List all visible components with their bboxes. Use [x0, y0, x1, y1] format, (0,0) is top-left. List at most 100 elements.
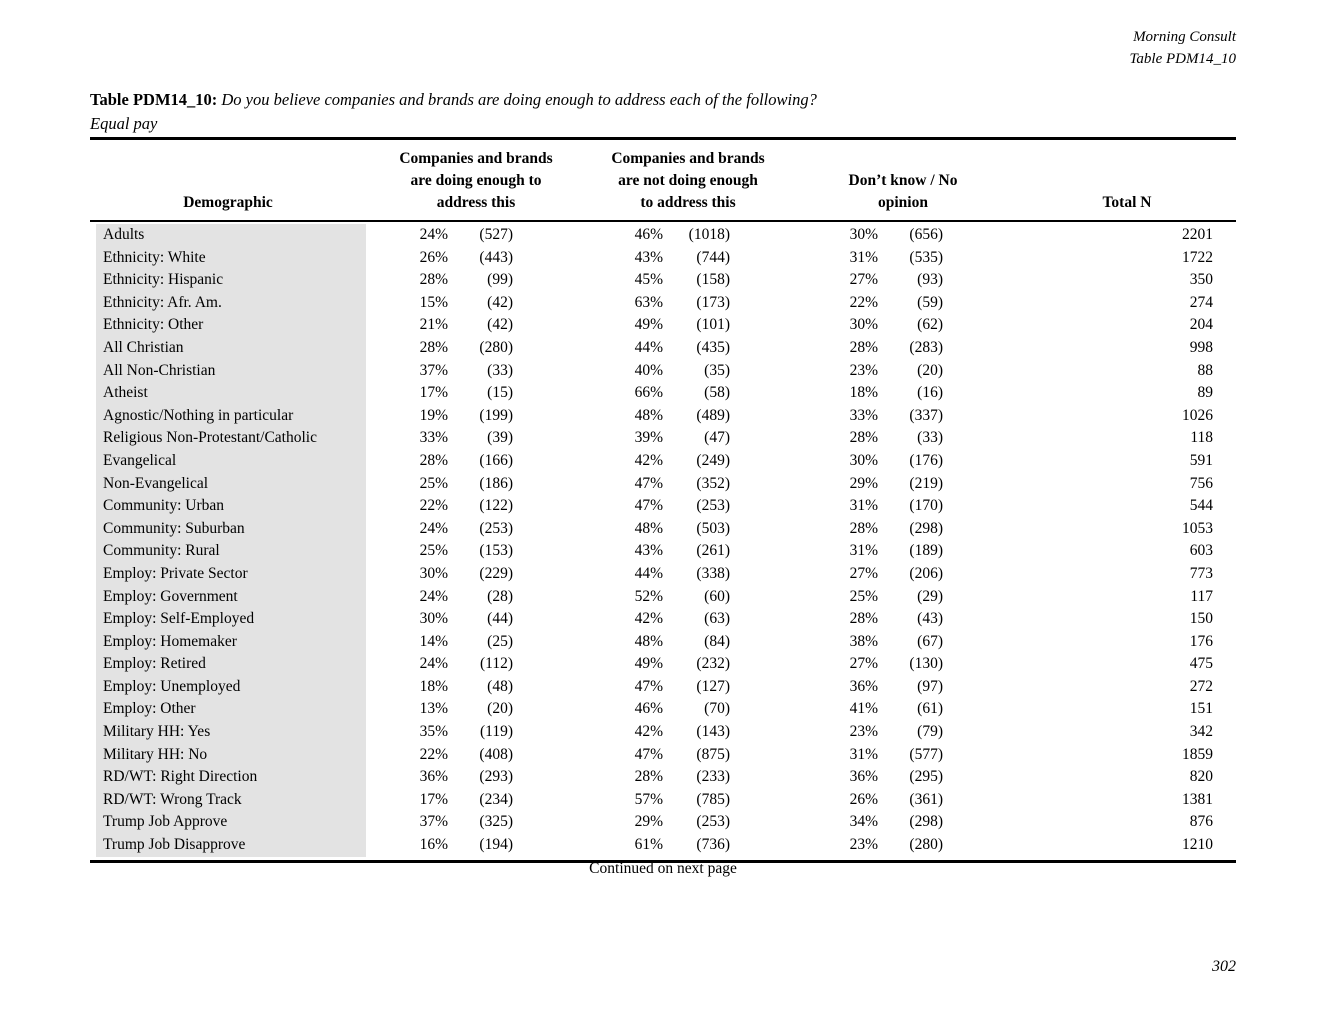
cell-not-doing-enough-n: (127)	[696, 677, 730, 695]
cell-not-doing-enough-n: (875)	[696, 745, 730, 763]
cell-dont-know-pct: 41%	[849, 700, 878, 718]
cell-total-n: 773	[1189, 564, 1213, 582]
brand-name: Morning Consult	[1133, 29, 1236, 45]
cell-total-n: 89	[1197, 384, 1214, 402]
cell-demographic: Adults	[96, 224, 366, 247]
cell-doing-enough-pct: 25%	[419, 542, 448, 560]
cell-doing-enough-pct: 33%	[419, 429, 448, 447]
cell-total-n: 475	[1189, 655, 1213, 673]
cell-dont-know-pct: 31%	[849, 745, 878, 763]
cell-total-n: 998	[1189, 338, 1213, 356]
cell-demographic: Atheist	[96, 382, 366, 405]
cell-not-doing-enough-n: (249)	[696, 451, 730, 469]
cell-dont-know-pct: 18%	[849, 384, 878, 402]
cell-not-doing-enough-pct: 42%	[634, 723, 663, 741]
cell-doing-enough-pct: 30%	[419, 610, 448, 628]
cell-total-n: 820	[1189, 768, 1213, 786]
cell-doing-enough-pct: 17%	[419, 384, 448, 402]
cell-doing-enough-n: (20)	[487, 700, 513, 718]
table-row: Atheist 17% (15) 66% (58) 18% (16) 89	[90, 382, 1236, 405]
cell-doing-enough-n: (153)	[479, 542, 513, 560]
table-row: All Non-Christian 37% (33) 40% (35) 23% …	[90, 359, 1236, 383]
cell-demographic: Ethnicity: Afr. Am.	[96, 291, 366, 315]
table-row: Ethnicity: Other 21% (42) 49% (101) 30% …	[90, 314, 1236, 337]
cell-not-doing-enough-pct: 44%	[634, 338, 663, 356]
page-number: 302	[1212, 958, 1236, 975]
cell-not-doing-enough-n: (47)	[704, 429, 730, 447]
cell-total-n: 1381	[1182, 790, 1213, 808]
cell-dont-know-n: (656)	[909, 226, 943, 243]
cell-dont-know-n: (280)	[909, 836, 943, 854]
cell-dont-know-n: (20)	[917, 361, 943, 379]
cell-demographic: Evangelical	[96, 449, 366, 473]
cell-not-doing-enough-n: (253)	[696, 497, 730, 515]
cell-demographic: Employ: Homemaker	[96, 630, 366, 654]
cell-dont-know-pct: 30%	[849, 226, 878, 243]
cell-dont-know-pct: 38%	[849, 632, 878, 650]
cell-dont-know-n: (577)	[909, 745, 943, 763]
cell-demographic: Ethnicity: Other	[96, 314, 366, 337]
cell-not-doing-enough-n: (84)	[704, 632, 730, 650]
cell-doing-enough-n: (280)	[479, 338, 513, 356]
table-row: Ethnicity: White 26% (443) 43% (744) 31%…	[90, 246, 1236, 270]
cell-not-doing-enough-n: (1018)	[688, 226, 730, 243]
table-row: Trump Job Disapprove 16% (194) 61% (736)…	[90, 834, 1236, 857]
cell-not-doing-enough-pct: 47%	[634, 474, 663, 492]
cell-demographic: Community: Urban	[96, 495, 366, 518]
cell-doing-enough-pct: 37%	[419, 813, 448, 831]
cell-total-n: 544	[1189, 497, 1213, 515]
cell-demographic: Community: Rural	[96, 540, 366, 563]
cell-dont-know-n: (170)	[909, 497, 943, 515]
cell-not-doing-enough-n: (261)	[696, 542, 730, 560]
survey-table: Demographic Companies and brands are doi…	[90, 137, 1236, 863]
cell-doing-enough-pct: 28%	[419, 338, 448, 356]
column-header-doing-enough: Companies and brands are doing enough to…	[399, 150, 553, 211]
cell-dont-know-n: (29)	[917, 587, 943, 605]
cell-not-doing-enough-pct: 63%	[634, 293, 663, 311]
cell-doing-enough-n: (33)	[487, 361, 513, 379]
table-row: Employ: Unemployed 18% (48) 47% (127) 36…	[90, 675, 1236, 699]
cell-doing-enough-n: (28)	[487, 587, 513, 605]
table-row: Employ: Government 24% (28) 52% (60) 25%…	[90, 585, 1236, 609]
cell-demographic: Military HH: Yes	[96, 721, 366, 744]
cell-doing-enough-pct: 19%	[419, 406, 448, 424]
cell-not-doing-enough-pct: 48%	[634, 406, 663, 424]
table-row: Community: Urban 22% (122) 47% (253) 31%…	[90, 495, 1236, 518]
cell-doing-enough-n: (527)	[479, 226, 513, 243]
cell-not-doing-enough-n: (435)	[696, 338, 730, 356]
cell-demographic: Employ: Private Sector	[96, 562, 366, 586]
cell-demographic: Religious Non-Protestant/Catholic	[96, 427, 366, 450]
running-header: Morning Consult Table PDM14_10	[1129, 26, 1236, 70]
cell-demographic: Employ: Other	[96, 698, 366, 722]
cell-doing-enough-pct: 35%	[419, 723, 448, 741]
table-row: RD/WT: Wrong Track 17% (234) 57% (785) 2…	[90, 788, 1236, 812]
table-row: Military HH: Yes 35% (119) 42% (143) 23%…	[90, 721, 1236, 744]
cell-not-doing-enough-pct: 39%	[634, 429, 663, 447]
table-header: Demographic Companies and brands are doi…	[90, 140, 1236, 222]
cell-dont-know-pct: 23%	[849, 361, 878, 379]
cell-doing-enough-pct: 28%	[419, 451, 448, 469]
cell-not-doing-enough-pct: 43%	[634, 248, 663, 266]
cell-doing-enough-n: (122)	[479, 497, 513, 515]
cell-doing-enough-n: (293)	[479, 768, 513, 786]
cell-doing-enough-pct: 26%	[419, 248, 448, 266]
cell-not-doing-enough-pct: 52%	[634, 587, 663, 605]
cell-not-doing-enough-n: (63)	[704, 610, 730, 628]
cell-not-doing-enough-pct: 44%	[634, 564, 663, 582]
cell-total-n: 274	[1189, 293, 1213, 311]
table-row: Trump Job Approve 37% (325) 29% (253) 34…	[90, 811, 1236, 835]
cell-doing-enough-n: (42)	[487, 293, 513, 311]
cell-doing-enough-n: (99)	[487, 271, 513, 289]
cell-doing-enough-n: (229)	[479, 564, 513, 582]
cell-not-doing-enough-n: (143)	[696, 723, 730, 741]
cell-total-n: 150	[1189, 610, 1213, 628]
cell-total-n: 272	[1189, 677, 1213, 695]
column-header-not-doing-enough: Companies and brands are not doing enoug…	[611, 150, 765, 211]
column-header-dont-know: Don’t know / No opinion	[848, 172, 958, 211]
cell-dont-know-n: (33)	[917, 429, 943, 447]
cell-not-doing-enough-n: (35)	[704, 361, 730, 379]
cell-doing-enough-pct: 21%	[419, 316, 448, 334]
cell-demographic: Employ: Unemployed	[96, 675, 366, 699]
table-row: Ethnicity: Afr. Am. 15% (42) 63% (173) 2…	[90, 291, 1236, 315]
cell-doing-enough-n: (15)	[487, 384, 513, 402]
